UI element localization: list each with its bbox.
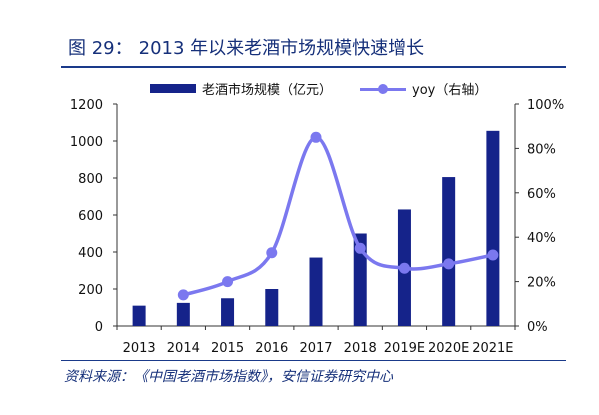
- bar: [265, 289, 279, 326]
- x-tick-label: 2016: [255, 341, 288, 356]
- x-tick-label: 2013: [123, 341, 156, 356]
- y-right-tick-label: 80%: [527, 142, 556, 157]
- y-right-tick-label: 0%: [527, 320, 548, 335]
- yoy-point: [487, 249, 499, 261]
- y-left-tick-label: 0: [95, 320, 103, 335]
- source-note: 资料来源：《中国老酒市场指数》，安信证券研究中心: [64, 369, 393, 385]
- y-right-tick-label: 60%: [527, 187, 556, 202]
- bar: [221, 298, 235, 326]
- legend-line-swatch: [360, 83, 406, 94]
- yoy-point: [443, 258, 455, 270]
- x-tick-label: 2014: [167, 341, 200, 356]
- figure-label: 图 29：: [68, 38, 133, 59]
- yoy-point: [222, 276, 234, 288]
- bar: [486, 130, 500, 326]
- title-rule: [61, 66, 566, 68]
- bar: [353, 233, 367, 326]
- source-rule: [61, 360, 566, 361]
- y-right-tick-label: 100%: [527, 98, 564, 113]
- bar: [442, 177, 456, 326]
- legend-item-bar: 老酒市场规模（亿元）: [150, 79, 332, 98]
- y-left-tick-label: 1200: [70, 98, 103, 113]
- y-left-tick-label: 400: [78, 246, 103, 261]
- x-tick-label: 2017: [299, 341, 332, 356]
- yoy-point: [310, 131, 322, 143]
- yoy-point: [177, 289, 189, 301]
- yoy-point: [354, 242, 366, 254]
- yoy-line: [182, 135, 494, 297]
- figure-title-text: 2013 年以来老酒市场规模快速增长: [138, 38, 425, 59]
- legend-line-label: yoy（右轴）: [412, 83, 488, 98]
- figure-title: 图 29： 2013 年以来老酒市场规模快速增长: [68, 34, 424, 60]
- x-tick-label: 2018: [344, 341, 377, 356]
- bar: [176, 302, 190, 326]
- y-left-tick-label: 1000: [70, 135, 103, 150]
- yoy-point: [266, 247, 278, 259]
- legend-bar-swatch: [150, 84, 196, 93]
- yoy-point: [398, 262, 410, 274]
- legend-item-line: yoy（右轴）: [360, 79, 487, 98]
- y-right-tick-label: 20%: [527, 276, 556, 291]
- x-tick-label: 2015: [211, 341, 244, 356]
- bar: [132, 305, 146, 326]
- x-tick-label: 2020E: [428, 341, 469, 356]
- x-tick-label: 2021E: [472, 341, 513, 356]
- y-left-tick-label: 200: [78, 283, 103, 298]
- y-left-tick-label: 600: [78, 209, 103, 224]
- legend-bar-label: 老酒市场规模（亿元）: [202, 83, 333, 98]
- y-left-tick-label: 800: [78, 172, 103, 187]
- y-right-tick-label: 40%: [527, 231, 556, 246]
- chart-plot: 0 200 400 600 800 1000 1200 0% 20% 40% 60% 80% 100% 2…: [70, 98, 564, 356]
- x-tick-label: 2019E: [384, 341, 425, 356]
- bar: [309, 257, 323, 326]
